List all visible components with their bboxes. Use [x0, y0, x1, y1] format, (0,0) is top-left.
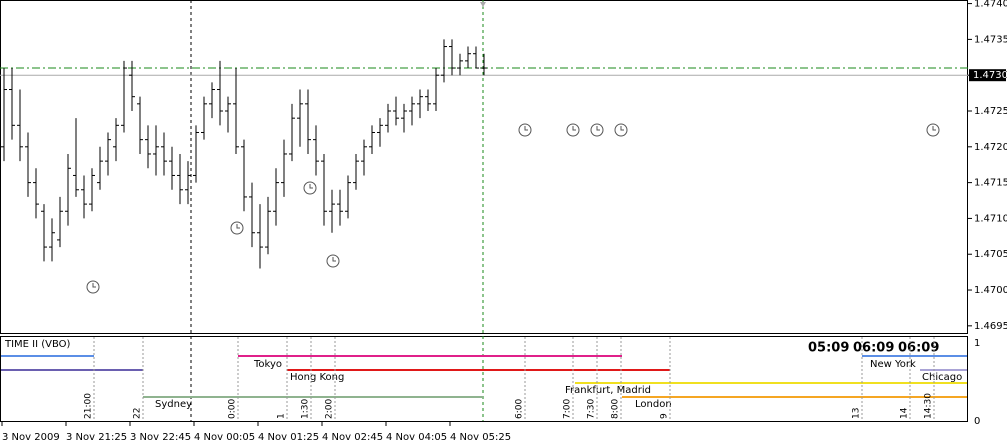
- hour-label: 22: [133, 408, 143, 419]
- session-label: Hong Kong: [290, 372, 344, 383]
- session-label: Chicago: [922, 372, 962, 383]
- session-label: London: [635, 399, 672, 410]
- hour-label: 2:00: [325, 399, 335, 419]
- hour-label: 14: [900, 407, 910, 419]
- price-frame: [0, 0, 968, 334]
- indicator-title: TIME II (VBO): [4, 339, 71, 350]
- event-icon: [326, 254, 340, 268]
- x-tick-label: 3 Nov 2009: [2, 432, 60, 443]
- bid-box: [969, 69, 1006, 82]
- y-tick-label: 1.4735: [974, 34, 1007, 45]
- event-icon: [518, 123, 532, 137]
- hour-label: 0:00: [228, 399, 238, 419]
- hour-label: 7:00: [563, 399, 573, 419]
- sessions: [1, 355, 967, 398]
- event-icon-hands: [309, 184, 313, 189]
- x-tick-label: 4 Nov 05:25: [450, 432, 511, 443]
- hour-label: 13: [852, 408, 862, 419]
- x-tick-label: 4 Nov 01:25: [258, 432, 319, 443]
- event-icon-hands: [596, 126, 600, 131]
- hour-label: 7:30: [587, 399, 597, 419]
- hour-label: 14:30: [924, 393, 934, 419]
- event-icon-hands: [332, 257, 336, 262]
- event-icon: [303, 181, 317, 195]
- hour-label: 1: [277, 413, 287, 419]
- hour-label: 8:00: [611, 399, 621, 419]
- event-icon: [230, 221, 244, 235]
- indicator-scale: 0: [974, 416, 980, 427]
- hour-label: 6:00: [515, 399, 525, 419]
- clock: 05:09: [808, 341, 849, 356]
- y-tick-label: 1.4695: [974, 321, 1007, 332]
- hour-label: 9: [660, 413, 670, 419]
- session-label: New York: [870, 359, 916, 370]
- clock: 06:09: [853, 341, 894, 356]
- time-marker: [480, 2, 486, 7]
- event-icon-hands: [572, 126, 576, 131]
- session-label: Tokyo: [253, 359, 282, 370]
- y-tick-label: 1.4705: [974, 249, 1007, 260]
- event-icon: [86, 280, 100, 294]
- y-tick-label: 1.4725: [974, 106, 1007, 117]
- event-icon-hands: [92, 283, 96, 288]
- indicator-frame: [0, 336, 968, 422]
- y-tick-label: 1.4715: [974, 178, 1007, 189]
- event-icon-hands: [932, 126, 936, 131]
- y-tick-label: 1.4700: [974, 285, 1007, 296]
- y-tick-label: 1.4710: [974, 213, 1007, 224]
- hour-label: 1:30: [301, 399, 311, 419]
- event-icon: [926, 123, 940, 137]
- x-tick-label: 4 Nov 00:05: [194, 432, 255, 443]
- session-label: Sydney: [155, 399, 192, 410]
- x-tick-label: 4 Nov 04:05: [386, 432, 447, 443]
- event-icon-hands: [236, 224, 240, 229]
- hour-label: 21:00: [84, 393, 94, 419]
- x-tick-label: 3 Nov 21:25: [66, 432, 127, 443]
- y-tick-label: 1.4740: [974, 0, 1007, 10]
- clock: 06:09: [898, 341, 939, 356]
- x-tick-label: 4 Nov 02:45: [322, 432, 383, 443]
- bid-label: 1.4730: [973, 70, 1007, 81]
- indicator-scale: 1: [974, 338, 980, 349]
- event-icon: [614, 123, 628, 137]
- event-icon-hands: [524, 126, 528, 131]
- event-icon-hands: [620, 126, 624, 131]
- y-tick-label: 1.4720: [974, 142, 1007, 153]
- event-icon: [566, 123, 580, 137]
- event-icon: [590, 123, 604, 137]
- x-tick-label: 3 Nov 22:45: [130, 432, 191, 443]
- session-label: Frankfurt, Madrid: [565, 385, 651, 396]
